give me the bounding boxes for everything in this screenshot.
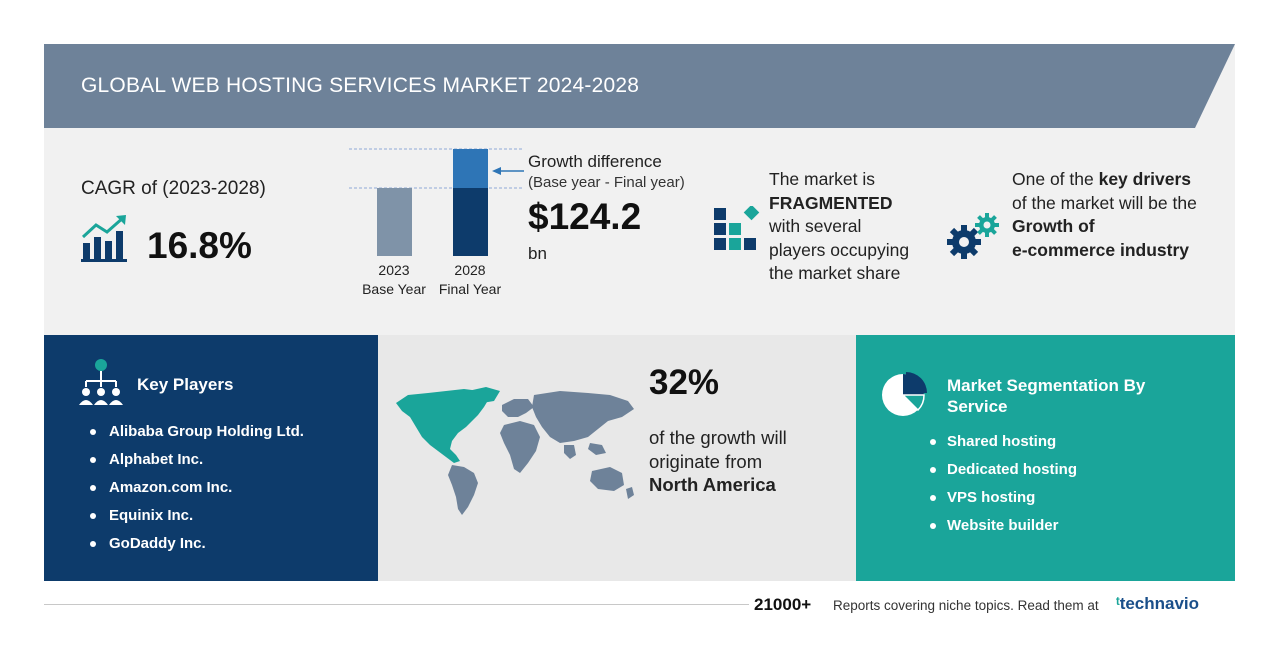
fragmented-blocks-icon [714, 206, 760, 250]
reports-count: 21000+ [754, 595, 812, 614]
list-item: Amazon.com Inc. [90, 477, 304, 505]
reports-text: Reports covering niche topics. Read them… [833, 598, 1099, 613]
growth-difference-unit: bn [528, 244, 547, 263]
growth-bars [349, 148, 524, 256]
list-item: Alphabet Inc. [90, 449, 304, 477]
other-regions [448, 391, 634, 515]
gears-icon [947, 213, 999, 259]
bar-2023 [377, 188, 412, 256]
segmentation-list: Shared hosting Dedicated hosting VPS hos… [930, 432, 1077, 544]
stats-strip: CAGR of (2023-2028) 16.8% 2023 Base Year… [44, 128, 1235, 335]
list-item: VPS hosting [930, 488, 1077, 516]
header-corner-decoration [1195, 44, 1235, 128]
list-item: GoDaddy Inc. [90, 533, 304, 561]
technavio-logo[interactable]: ᵗtechnavio [1116, 594, 1200, 613]
segmentation-panel: Market Segmentation By Service Shared ho… [856, 335, 1235, 581]
key-drivers-text: One of the key drivers of the market wil… [1012, 169, 1197, 260]
fragmented-market-text: The market is FRAGMENTED with several pl… [769, 169, 910, 283]
page-title: GLOBAL WEB HOSTING SERVICES MARKET 2024-… [81, 74, 640, 97]
region-name: North America [649, 474, 776, 495]
footer-divider [44, 604, 749, 605]
growth-difference-sub: (Base year - Final year) [528, 174, 685, 191]
header-banner: GLOBAL WEB HOSTING SERVICES MARKET 2024-… [44, 44, 1235, 128]
key-players-title: Key Players [137, 375, 234, 394]
list-item: Dedicated hosting [930, 460, 1077, 488]
region-text: of the growth will originate from North … [649, 427, 787, 495]
pie-chart-icon [882, 372, 927, 416]
key-players-panel: Key Players Alibaba Group Holding Ltd. A… [44, 335, 378, 581]
growth-chart-icon [81, 215, 127, 262]
growth-difference-value: $124.2 [528, 196, 642, 237]
list-item: Equinix Inc. [90, 505, 304, 533]
growth-difference-label: Growth difference [528, 152, 662, 171]
list-item: Shared hosting [930, 432, 1077, 460]
regional-growth-panel: 32% of the growth will originate from No… [378, 335, 856, 581]
bar-label-2028: 2028 Final Year [438, 262, 502, 297]
infographic: GLOBAL WEB HOSTING SERVICES MARKET 2024-… [44, 44, 1235, 581]
segmentation-title: Market Segmentation By Service [947, 376, 1146, 416]
team-network-icon [79, 359, 123, 405]
list-item: Alibaba Group Holding Ltd. [90, 421, 304, 449]
world-map-icon [396, 387, 634, 515]
bar-2028-growth [453, 149, 488, 188]
key-players-list: Alibaba Group Holding Ltd. Alphabet Inc.… [90, 421, 304, 561]
cagr-value: 16.8% [147, 225, 252, 266]
list-item: Website builder [930, 516, 1077, 544]
bar-2028-base [453, 188, 488, 256]
cagr-label: CAGR of (2023-2028) [81, 178, 266, 199]
bar-label-2023: 2023 Base Year [362, 262, 426, 297]
region-percent: 32% [649, 363, 720, 402]
north-america-region [396, 387, 500, 463]
